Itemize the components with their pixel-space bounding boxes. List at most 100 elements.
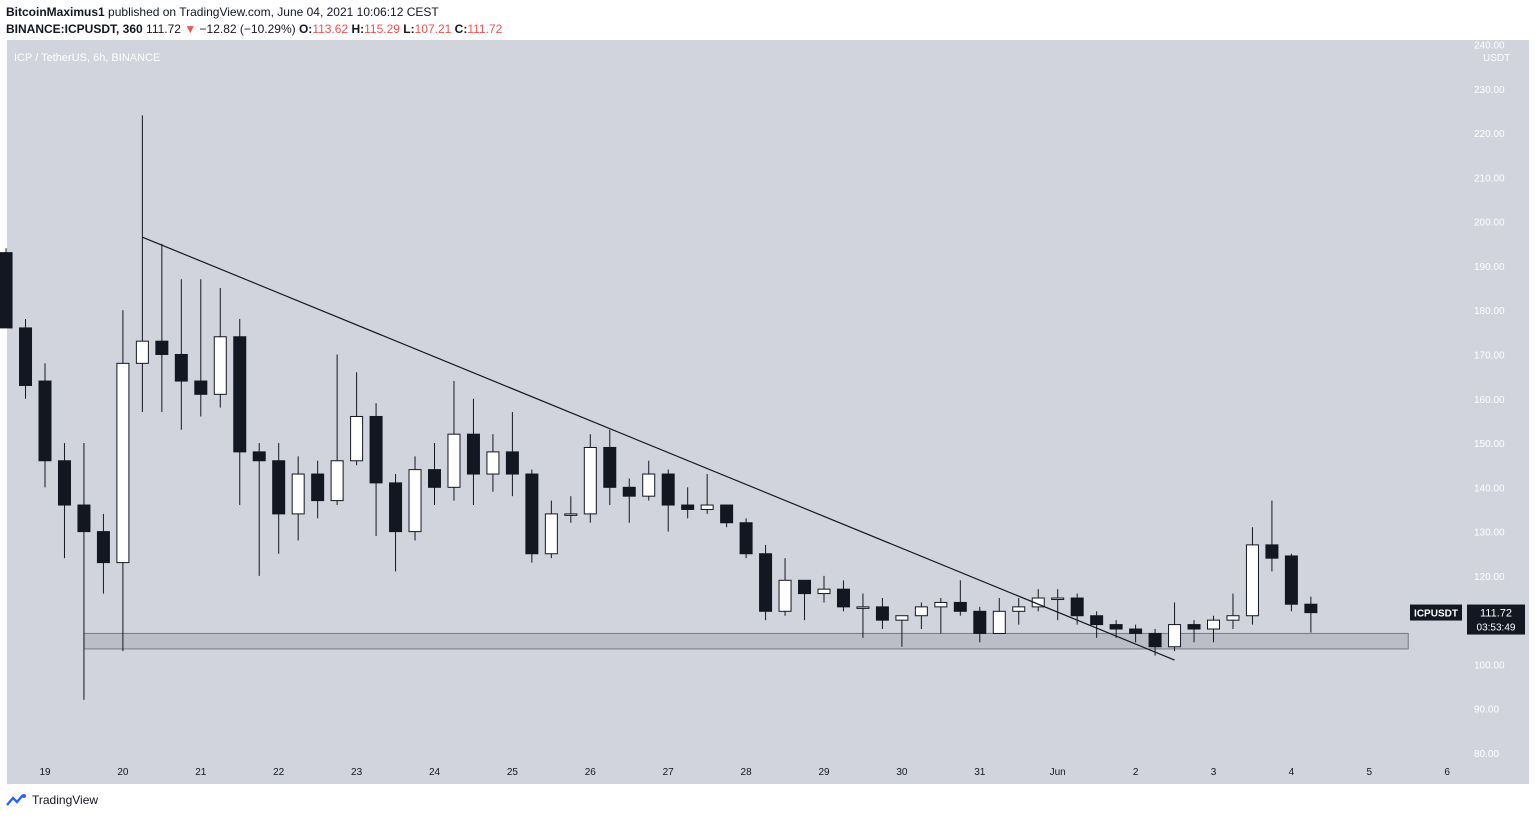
candle[interactable] <box>953 580 967 616</box>
candle[interactable] <box>603 429 617 506</box>
candle[interactable] <box>77 443 91 700</box>
candle[interactable] <box>1265 500 1279 572</box>
candle[interactable] <box>798 579 812 621</box>
candle[interactable] <box>934 598 948 634</box>
candle[interactable] <box>213 288 227 408</box>
x-tick-label: 4 <box>1289 767 1295 778</box>
candle[interactable] <box>700 474 714 514</box>
bullish-candle-body <box>447 433 461 488</box>
candle[interactable] <box>1187 620 1201 643</box>
candle[interactable] <box>408 456 422 541</box>
candle[interactable] <box>0 248 13 329</box>
candle[interactable] <box>875 598 889 630</box>
candle[interactable] <box>817 575 831 603</box>
bearish-candle-body <box>174 353 188 382</box>
price-axis[interactable] <box>1457 40 1529 758</box>
bearish-candle-body <box>973 610 987 634</box>
bullish-candle-body <box>1168 624 1182 648</box>
candle[interactable] <box>583 434 597 523</box>
candle[interactable] <box>194 279 208 417</box>
candle[interactable] <box>1148 629 1162 656</box>
high-value: 115.29 <box>364 22 400 36</box>
x-tick-label: 25 <box>507 767 519 778</box>
candle[interactable] <box>525 469 539 563</box>
bearish-candle-body <box>233 336 247 453</box>
candle[interactable] <box>466 398 480 506</box>
candle[interactable] <box>1284 553 1298 612</box>
candle[interactable] <box>661 469 675 532</box>
candle[interactable] <box>642 460 656 501</box>
bearish-candle-body <box>1090 615 1104 626</box>
candle[interactable] <box>135 115 149 413</box>
candle[interactable] <box>895 615 909 647</box>
candle[interactable] <box>505 412 519 497</box>
bearish-candle-body <box>194 380 208 395</box>
candle[interactable] <box>973 606 987 643</box>
candle[interactable] <box>116 310 130 652</box>
candle[interactable] <box>1031 589 1045 612</box>
bearish-candle-body <box>1109 624 1123 630</box>
candle[interactable] <box>57 443 71 559</box>
currency-label: USDT <box>1483 53 1510 64</box>
candle[interactable] <box>38 363 52 488</box>
bar-countdown-label: 03:53:49 <box>1477 623 1516 634</box>
candle[interactable] <box>1226 593 1240 630</box>
plot-area[interactable] <box>7 40 1457 758</box>
candle[interactable] <box>1051 589 1065 621</box>
candle[interactable] <box>96 513 110 594</box>
candle[interactable] <box>19 319 33 399</box>
candle[interactable] <box>1109 620 1123 638</box>
candle[interactable] <box>992 598 1006 634</box>
author-name[interactable]: BitcoinMaximus1 <box>6 5 105 19</box>
candle[interactable] <box>291 456 305 541</box>
candle[interactable] <box>1304 596 1318 633</box>
candle[interactable] <box>1012 598 1026 625</box>
candle[interactable] <box>836 580 850 612</box>
candle[interactable] <box>369 403 383 537</box>
candle[interactable] <box>1245 527 1259 625</box>
candle[interactable] <box>311 460 325 519</box>
ohlc-line: BINANCE:ICPUSDT, 360 111.72 ▼ −12.82 (−1… <box>6 21 502 38</box>
candle[interactable] <box>720 504 734 528</box>
price-chart[interactable]: 80.0090.00100.00110.00120.00130.00140.00… <box>0 0 1536 790</box>
bearish-candle-body <box>38 380 52 462</box>
candle[interactable] <box>486 434 500 492</box>
time-axis[interactable] <box>7 758 1529 784</box>
candle[interactable] <box>778 558 792 616</box>
published-text: published on TradingView.com, June 04, 2… <box>108 5 439 19</box>
candle[interactable] <box>233 319 247 506</box>
candle[interactable] <box>155 243 169 413</box>
candle[interactable] <box>856 593 870 638</box>
candle[interactable] <box>739 518 753 559</box>
bearish-candle-body <box>77 504 91 533</box>
y-tick-label: 160.00 <box>1474 395 1505 406</box>
candle[interactable] <box>1129 624 1143 643</box>
descending-trendline[interactable] <box>142 236 1175 661</box>
publish-line: BitcoinMaximus1 published on TradingView… <box>6 4 502 21</box>
candle[interactable] <box>1207 615 1220 643</box>
footer-brand[interactable]: TradingView <box>6 793 98 807</box>
candle[interactable] <box>564 496 578 523</box>
bearish-candle-body <box>155 340 169 355</box>
bearish-candle-body <box>1304 603 1318 614</box>
candle[interactable] <box>759 544 773 621</box>
bullish-candle-body <box>817 588 831 595</box>
candle[interactable] <box>1168 602 1182 652</box>
candle[interactable] <box>1070 593 1084 625</box>
candle[interactable] <box>544 500 558 559</box>
candle[interactable] <box>252 443 266 576</box>
candle[interactable] <box>330 354 344 506</box>
candle[interactable] <box>174 279 188 430</box>
candle[interactable] <box>681 487 695 519</box>
candle[interactable] <box>1090 611 1104 638</box>
candle[interactable] <box>622 478 636 523</box>
candle[interactable] <box>272 443 286 554</box>
candle[interactable] <box>428 443 441 506</box>
x-tick-label: 26 <box>585 767 597 778</box>
candle[interactable] <box>389 474 403 572</box>
high-label: H: <box>351 22 365 36</box>
candle[interactable] <box>447 381 461 501</box>
support-zone[interactable] <box>83 632 1409 650</box>
candle[interactable] <box>350 372 364 466</box>
candle[interactable] <box>914 602 928 630</box>
